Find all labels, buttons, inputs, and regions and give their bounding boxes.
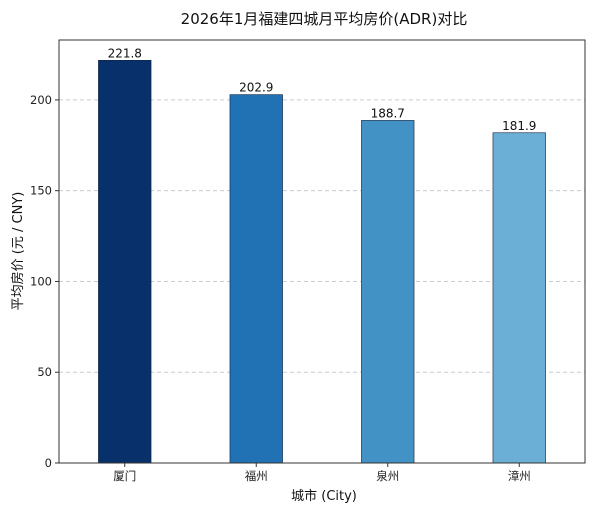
x-tick-label: 福州: [245, 469, 268, 483]
bar-1: [98, 60, 152, 464]
y-axis-label: 平均房价 (元 / CNY): [10, 192, 26, 311]
bar-4: [492, 132, 546, 464]
x-tick-label: 泉州: [376, 469, 399, 483]
y-tick-label: 50: [37, 365, 52, 379]
x-tick-label: 漳州: [508, 469, 531, 483]
x-axis-ticks: 厦门 福州 泉州 漳州: [113, 463, 531, 483]
plot-frame: [58, 39, 586, 464]
y-tick-label: 100: [30, 274, 52, 288]
data-label: 188.7: [371, 106, 405, 120]
y-tick-label: 150: [30, 184, 52, 198]
x-axis-label: 城市 (City): [291, 488, 357, 504]
y-tick-label: 200: [30, 93, 52, 107]
bars: 221.8 202.9 188.7 181.9: [98, 46, 546, 464]
bar-2: [229, 94, 283, 464]
x-tick-label: 厦门: [113, 469, 136, 483]
y-axis-ticks: 0 50 100 150 200: [30, 93, 59, 470]
data-label: 202.9: [239, 81, 273, 95]
data-label: 221.8: [108, 46, 142, 60]
data-label: 181.9: [502, 119, 536, 133]
chart-title: 2026年1月福建四城月平均房价(ADR)对比: [181, 10, 468, 28]
bar-3: [361, 120, 415, 464]
y-tick-label: 0: [45, 456, 52, 470]
